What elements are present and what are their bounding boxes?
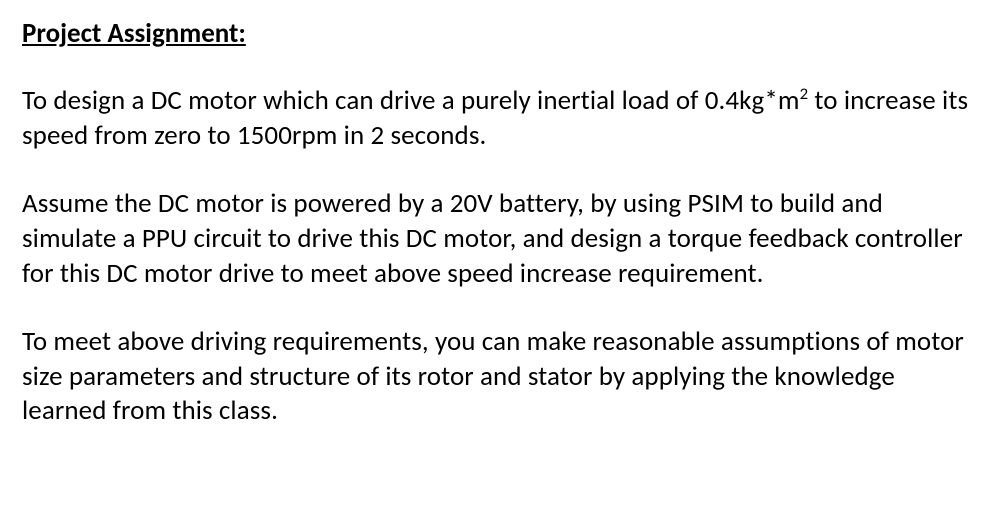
- p1-text-pre: To design a DC motor which can drive a p…: [22, 84, 800, 117]
- document-page: Project Assignment: To design a DC motor…: [0, 0, 1005, 447]
- p1-superscript: 2: [800, 84, 809, 104]
- paragraph-1: To design a DC motor which can drive a p…: [22, 84, 983, 153]
- paragraph-2: Assume the DC motor is powered by a 20V …: [22, 187, 983, 291]
- page-title: Project Assignment:: [22, 18, 983, 50]
- paragraph-3: To meet above driving requirements, you …: [22, 325, 983, 429]
